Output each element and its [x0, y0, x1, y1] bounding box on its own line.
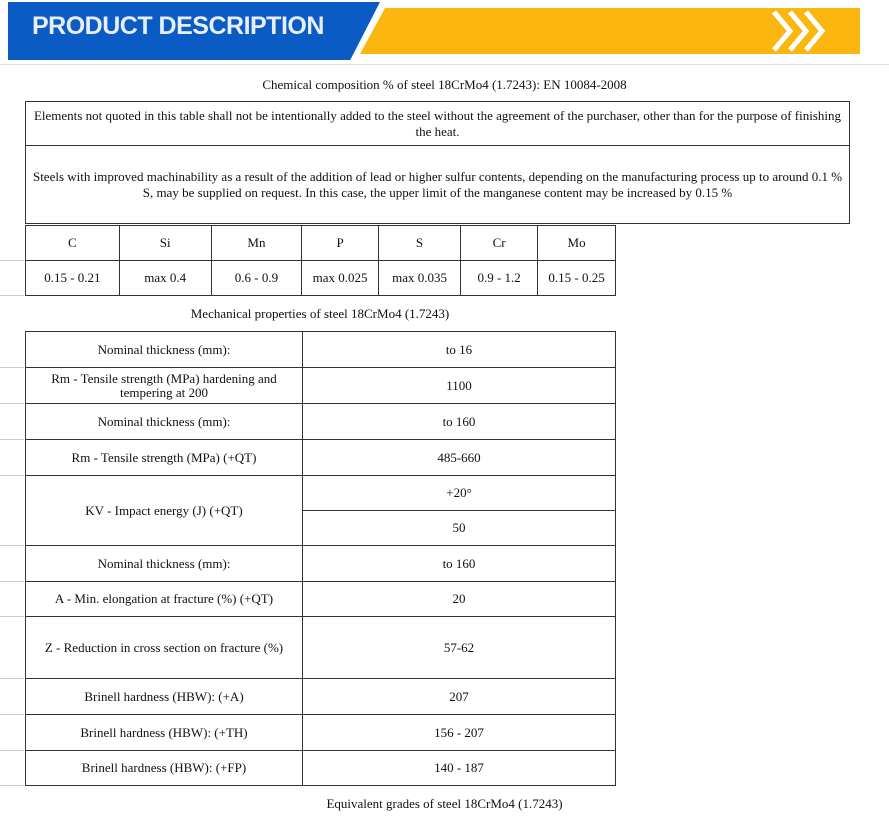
mech-label: Z - Reduction in cross section on fractu…	[25, 616, 303, 679]
mech-row: Brinell hardness (HBW): (+FP) 140 - 187	[25, 750, 616, 786]
mech-row: Nominal thickness (mm): to 160	[25, 545, 616, 582]
equiv-title: Equivalent grades of steel 18CrMo4 (1.72…	[326, 796, 563, 811]
chevrons-icon	[772, 10, 826, 52]
mech-value: 1100	[302, 367, 616, 404]
chem-value: max 0.4	[118, 260, 212, 296]
mech-value: to 160	[302, 545, 616, 582]
mech-value: 20	[302, 581, 616, 617]
mech-value: to 160	[302, 403, 616, 440]
mech-row: KV - Impact energy (J) (+QT) +20°	[25, 475, 616, 546]
mech-value: 140 - 187	[302, 750, 616, 786]
mech-row: Brinell hardness (HBW): (+TH) 156 - 207	[25, 714, 616, 751]
mech-label: Nominal thickness (mm):	[25, 331, 303, 368]
mech-row: Rm - Tensile strength (MPa) hardening an…	[25, 367, 616, 404]
mech-value: 50	[302, 510, 616, 546]
mech-value: 156 - 207	[302, 714, 616, 751]
gridline	[0, 545, 24, 546]
chem-header: S	[377, 225, 462, 261]
mech-value: +20°	[302, 475, 616, 511]
gridline	[0, 403, 24, 404]
mech-row: Rm - Tensile strength (MPa) (+QT) 485-660	[25, 439, 616, 476]
mech-label: Nominal thickness (mm):	[25, 403, 303, 440]
gridline	[0, 260, 24, 261]
chem-notes-table: Elements not quoted in this table shall …	[25, 101, 850, 224]
mech-row: Z - Reduction in cross section on fractu…	[25, 616, 616, 679]
mech-row: Brinell hardness (HBW): (+A) 207	[25, 678, 616, 715]
banner-blue	[8, 2, 380, 60]
gridline	[0, 367, 24, 368]
gridline	[0, 475, 24, 476]
chem-value: 0.9 - 1.2	[460, 260, 539, 296]
gridline	[0, 64, 889, 65]
gridline	[0, 678, 24, 679]
mech-label: A - Min. elongation at fracture (%) (+QT…	[25, 581, 303, 617]
chem-header: Mn	[210, 225, 303, 261]
mech-row: Nominal thickness (mm): to 16	[25, 331, 616, 368]
mech-title: Mechanical properties of steel 18CrMo4 (…	[190, 306, 450, 321]
mech-label: KV - Impact energy (J) (+QT)	[25, 475, 303, 546]
mech-label: Rm - Tensile strength (MPa) hardening an…	[25, 367, 303, 404]
gridline	[0, 714, 24, 715]
chem-header: Si	[118, 225, 212, 261]
mech-row: Nominal thickness (mm): to 160	[25, 403, 616, 440]
gridline	[0, 581, 24, 582]
chem-value: max 0.035	[377, 260, 462, 296]
chem-header: Cr	[460, 225, 539, 261]
banner-title: PRODUCT DESCRIPTION	[32, 12, 324, 40]
mech-label: Nominal thickness (mm):	[25, 545, 303, 582]
mech-value: to 16	[302, 331, 616, 368]
chem-header: Mo	[537, 225, 616, 261]
chem-value: 0.6 - 0.9	[210, 260, 303, 296]
mech-label: Brinell hardness (HBW): (+FP)	[25, 750, 303, 786]
gridline	[0, 785, 24, 786]
mech-label: Brinell hardness (HBW): (+TH)	[25, 714, 303, 751]
gridline	[0, 439, 24, 440]
chem-title: Chemical composition % of steel 18CrMo4 …	[262, 77, 627, 92]
mech-label: Brinell hardness (HBW): (+A)	[25, 678, 303, 715]
gridline	[0, 616, 24, 617]
mech-row: A - Min. elongation at fracture (%) (+QT…	[25, 581, 616, 617]
mech-value: 485-660	[302, 439, 616, 476]
chem-value: 0.15 - 0.21	[25, 260, 120, 296]
mech-table: Nominal thickness (mm): to 16 Rm - Tensile…	[25, 331, 616, 786]
note-1: Elements not quoted in this table shall …	[25, 101, 850, 146]
chem-value: max 0.025	[301, 260, 379, 296]
chem-header: C	[25, 225, 120, 261]
mech-value: 57-62	[302, 616, 616, 679]
chem-value: 0.15 - 0.25	[537, 260, 616, 296]
mech-value: 207	[302, 678, 616, 715]
chem-header: P	[301, 225, 379, 261]
mech-label: Rm - Tensile strength (MPa) (+QT)	[25, 439, 303, 476]
note-2: Steels with improved machinability as a …	[25, 145, 850, 224]
gridline	[0, 750, 24, 751]
chem-table: C Si Mn P S Cr Mo 0.15 - 0.21 max 0.4 0.6 - 0.9 m…	[25, 225, 616, 296]
gridline	[0, 295, 24, 296]
